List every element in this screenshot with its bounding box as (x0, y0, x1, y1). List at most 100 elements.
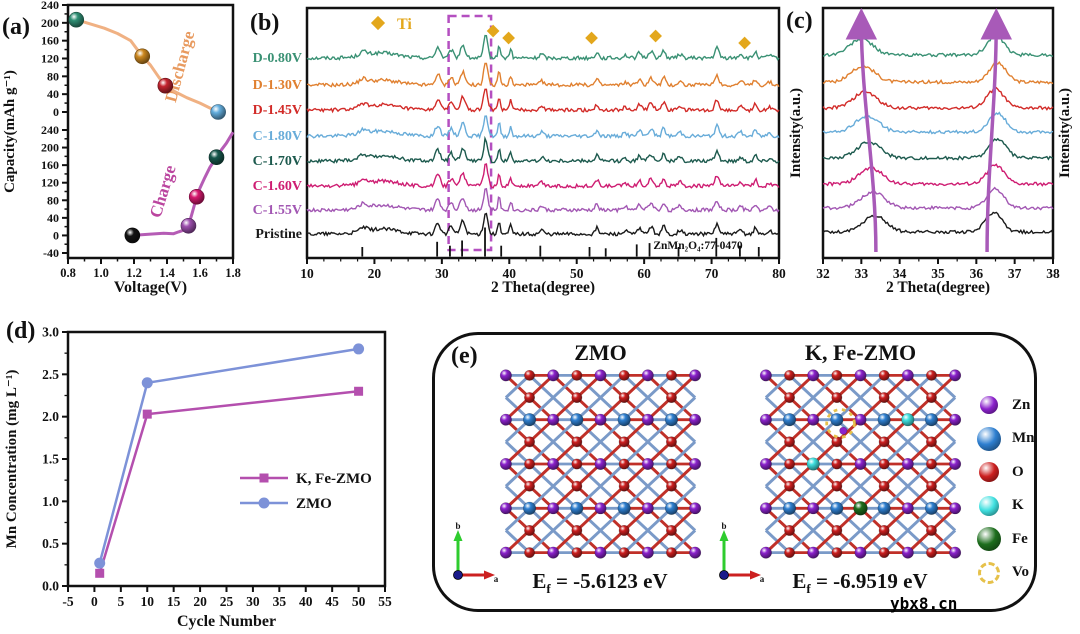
svg-text:160: 160 (41, 158, 59, 172)
svg-text:38: 38 (1046, 266, 1060, 281)
zn-atom-icon (980, 396, 998, 414)
kfe-zmo-crystal-structure (759, 369, 962, 559)
svg-text:200: 200 (41, 141, 59, 155)
svg-text:a: a (494, 574, 499, 584)
svg-text:30: 30 (246, 594, 260, 609)
svg-text:1.4: 1.4 (159, 266, 175, 280)
svg-text:40: 40 (47, 87, 59, 101)
panel-c-xrd-zoom-chart: 32 33 34 35 36 37 38 2 Theta(degree) Intensity(a… (788, 6, 1073, 296)
svg-text:40: 40 (299, 594, 313, 609)
svg-text:200: 200 (41, 16, 59, 30)
svg-text:K, Fe-ZMO: K, Fe-ZMO (296, 471, 372, 487)
svg-text:36: 36 (970, 266, 984, 281)
svg-text:ZMO: ZMO (296, 496, 332, 512)
crystal-axes-icon: ba (453, 521, 499, 584)
panel-d-mn-dissolution-chart: -5 0 5 10 15 20 25 30 35 40 45 50 55 0.0 0.5 1.0 1.5 2.0 2… (4, 325, 392, 631)
svg-text:a: a (760, 574, 765, 584)
atom-legend-label: K (1012, 497, 1024, 514)
svg-text:D-1.30V: D-1.30V (253, 78, 302, 93)
svg-text:20: 20 (368, 266, 382, 281)
atom-legend-label: Zn (1012, 396, 1031, 413)
svg-text:Mn Concentration (mg L⁻¹): Mn Concentration (mg L⁻¹) (4, 370, 20, 549)
svg-text:35: 35 (273, 594, 287, 609)
svg-text:80: 80 (772, 266, 786, 281)
atom-legend-item: K (975, 492, 1035, 520)
atom-legend-item: Zn (975, 391, 1035, 419)
svg-text:50: 50 (352, 594, 366, 609)
svg-text:Cycle Number: Cycle Number (177, 613, 276, 630)
svg-text:C-1.60V: C-1.60V (253, 179, 302, 194)
svg-text:240: 240 (41, 0, 59, 12)
svg-text:70: 70 (705, 266, 719, 281)
svg-text:37: 37 (1008, 266, 1022, 281)
kfe-zmo-title: K, Fe-ZMO (804, 340, 917, 365)
svg-text:2 Theta(degree): 2 Theta(degree) (491, 279, 595, 296)
svg-text:2.0: 2.0 (42, 409, 59, 424)
o-atom-icon (979, 462, 999, 483)
svg-text:Intensity(a.u.): Intensity(a.u.) (788, 88, 804, 178)
svg-text:60: 60 (637, 266, 651, 281)
svg-text:40: 40 (47, 211, 59, 225)
svg-text:2.5: 2.5 (42, 367, 59, 382)
svg-text:2 Theta(degree): 2 Theta(degree) (886, 279, 990, 296)
svg-text:b: b (721, 521, 726, 531)
crystal-axes-icon: ba (719, 521, 765, 584)
svg-text:30: 30 (435, 266, 449, 281)
formation-energy-kfe-zmo: Ef = -6.9519 eV (792, 569, 928, 597)
svg-text:34: 34 (893, 266, 907, 281)
svg-text:C-1.70V: C-1.70V (253, 154, 302, 169)
panel-e-label: (e) (451, 343, 478, 369)
svg-text:0.0: 0.0 (42, 579, 59, 594)
svg-text:50: 50 (570, 266, 584, 281)
zmo-crystal-structure (499, 369, 702, 559)
atom-legend-label: Fe (1012, 530, 1028, 547)
svg-text:0: 0 (53, 105, 59, 119)
svg-text:C-1.55V: C-1.55V (253, 203, 302, 218)
fe-atom-icon (977, 527, 1001, 552)
svg-text:ZnMn₂O₄:77-0470: ZnMn₂O₄:77-0470 (653, 240, 743, 252)
svg-text:20: 20 (193, 594, 207, 609)
svg-text:25: 25 (220, 594, 234, 609)
svg-text:Ti: Ti (397, 16, 412, 33)
svg-text:-40: -40 (43, 246, 59, 260)
svg-text:55: 55 (378, 594, 392, 609)
svg-text:0.5: 0.5 (42, 536, 59, 551)
svg-text:1.2: 1.2 (126, 266, 142, 280)
svg-text:240: 240 (41, 123, 59, 137)
panel-b-label: (b) (250, 10, 280, 36)
panel-a-capacity-voltage-chart: 240 200 160 120 80 40 0 240 200 160 120 80 40 0 -400.8… (2, 0, 241, 296)
panel-b-xrd-chart: ZnMn₂O₄:77-0470 D-0.80V D-1.30V D-1.45V C-1.… (253, 6, 786, 296)
svg-text:-5: -5 (62, 594, 73, 609)
svg-text:10: 10 (141, 594, 155, 609)
atom-legend-label: O (1012, 463, 1024, 480)
svg-text:160: 160 (41, 34, 59, 48)
svg-text:0: 0 (53, 228, 59, 242)
svg-text:32: 32 (816, 266, 830, 281)
svg-text:15: 15 (167, 594, 181, 609)
watermark: ybx8.cn (890, 594, 958, 613)
svg-text:Voltage(V): Voltage(V) (114, 279, 187, 296)
svg-text:Pristine: Pristine (255, 227, 302, 242)
atom-legend-label: Vo (1012, 564, 1029, 581)
vo-atom-icon (978, 561, 1000, 584)
svg-text:0.8: 0.8 (60, 266, 76, 280)
zmo-title: ZMO (574, 340, 627, 365)
atom-legend-label: Mn (1012, 430, 1035, 447)
svg-text:Intensity(a.u.): Intensity(a.u.) (1057, 88, 1073, 178)
atom-legend-item: Vo (975, 559, 1035, 587)
svg-text:Capacity(mAh g⁻¹): Capacity(mAh g⁻¹) (2, 70, 18, 193)
svg-text:10: 10 (300, 266, 314, 281)
k-atom-icon (979, 495, 999, 516)
panel-d-label: (d) (6, 318, 36, 344)
panel-a-label: (a) (2, 14, 30, 40)
svg-text:40: 40 (503, 266, 517, 281)
svg-text:5: 5 (117, 594, 124, 609)
svg-text:45: 45 (325, 594, 339, 609)
svg-text:1.0: 1.0 (93, 266, 109, 280)
svg-text:b: b (455, 521, 460, 531)
atom-legend: Zn Mn O K Fe Vo (975, 391, 1035, 587)
svg-text:80: 80 (47, 193, 59, 207)
svg-text:1.0: 1.0 (42, 494, 59, 509)
